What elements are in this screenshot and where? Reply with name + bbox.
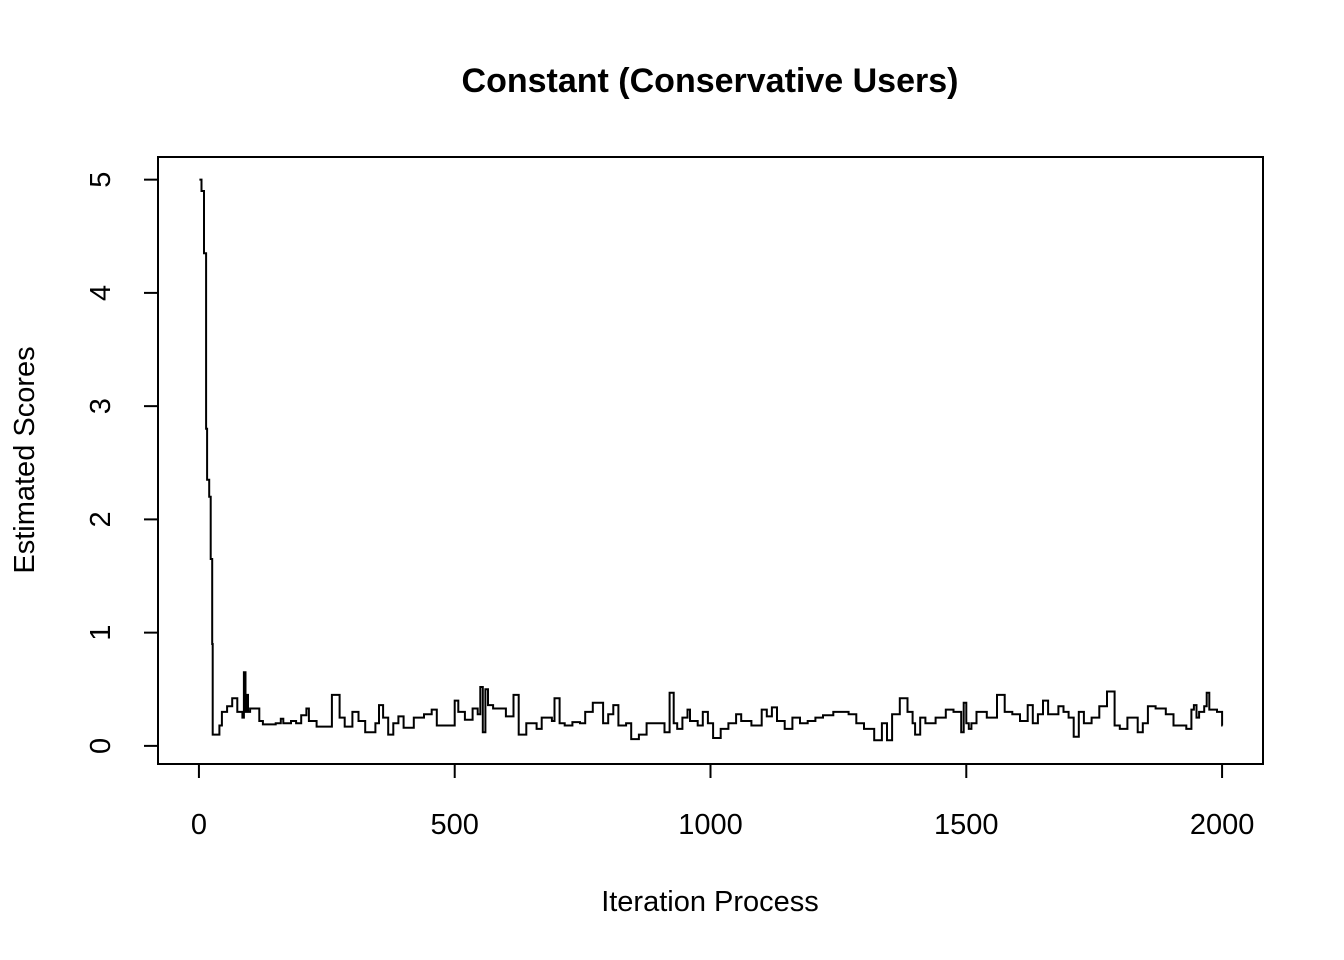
- plot-frame: [157, 156, 1264, 765]
- chart-title: Constant (Conservative Users): [462, 62, 959, 100]
- y-tick-label: 5: [85, 172, 117, 188]
- x-tick-label: 1000: [678, 809, 743, 841]
- x-tick-label: 1500: [934, 809, 999, 841]
- y-tick-label: 2: [85, 511, 117, 527]
- y-tick-label: 3: [85, 398, 117, 414]
- y-tick-label: 4: [85, 285, 117, 301]
- y-tick-label: 0: [85, 738, 117, 754]
- x-tick-label: 0: [191, 809, 207, 841]
- series-line: [199, 178, 1224, 742]
- x-axis: 0 500 1000 1500 2000: [191, 763, 1255, 841]
- y-axis: 0 1 2 3 4 5: [85, 172, 159, 754]
- x-tick-label: 500: [431, 809, 479, 841]
- y-tick-label: 1: [85, 625, 117, 641]
- x-tick-label: 2000: [1190, 809, 1255, 841]
- y-axis-title: Estimated Scores: [9, 346, 41, 573]
- x-axis-title: Iteration Process: [601, 886, 819, 918]
